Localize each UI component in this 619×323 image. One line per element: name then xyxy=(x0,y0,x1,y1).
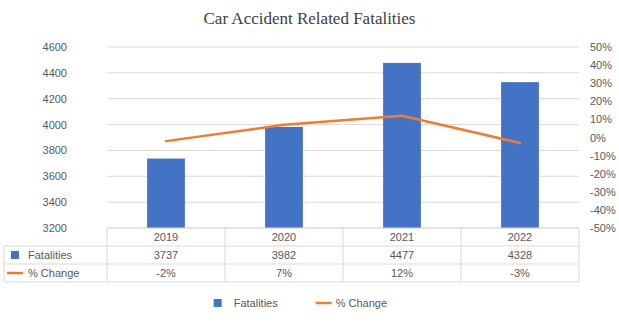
marks xyxy=(147,63,539,228)
y-tick-label: 3800 xyxy=(43,144,67,156)
y2-tick-label: 50% xyxy=(590,41,612,53)
legend-label: Fatalities xyxy=(234,297,279,309)
legend-label: % Change xyxy=(336,297,387,309)
y2-tick-label: 0% xyxy=(590,132,606,144)
y2-tick-label: 20% xyxy=(590,95,612,107)
data-label: 3737 xyxy=(154,249,178,261)
line xyxy=(166,116,520,143)
table-line xyxy=(579,228,580,282)
y2-tick-label: -20% xyxy=(590,168,616,180)
category-label: 2020 xyxy=(272,231,296,243)
legend-key xyxy=(316,302,332,305)
bar xyxy=(265,127,303,228)
y2-tick-label: 40% xyxy=(590,59,612,71)
y2-tick-label: -10% xyxy=(590,150,616,162)
data-label: 7% xyxy=(276,267,292,279)
category-label: 2022 xyxy=(508,231,532,243)
data-label: 4477 xyxy=(390,249,414,261)
table-legend-key xyxy=(7,272,23,275)
y-tick-label: 4200 xyxy=(43,93,67,105)
table-line xyxy=(4,264,579,265)
table-line xyxy=(343,228,344,282)
table-line xyxy=(4,246,579,247)
legend: Fatalities % Change xyxy=(214,297,387,309)
y2-tick-label: 30% xyxy=(590,77,612,89)
y-tick-label: 4400 xyxy=(43,67,67,79)
table-line xyxy=(225,228,226,282)
y2-tick-label: -30% xyxy=(590,186,616,198)
data-label: 12% xyxy=(391,267,413,279)
grid-line xyxy=(107,47,579,48)
table-line xyxy=(4,282,579,283)
y2-tick-label: 10% xyxy=(590,113,612,125)
chart: Car Accident Related Fatalities 3200 3400 3… xyxy=(0,0,619,323)
data-label: -3% xyxy=(510,267,530,279)
category-label: 2021 xyxy=(390,231,414,243)
legend-key xyxy=(214,299,222,307)
table-line xyxy=(4,246,5,282)
data-label: 3982 xyxy=(272,249,296,261)
data-label: 4328 xyxy=(508,249,532,261)
table-series-name: Fatalities xyxy=(28,249,73,261)
table-series-name: % Change xyxy=(28,267,79,279)
y-tick-label: 3600 xyxy=(43,170,67,182)
data-label: -2% xyxy=(156,267,176,279)
table-legend-key xyxy=(11,251,19,259)
bar xyxy=(383,63,421,228)
y-tick-label: 4600 xyxy=(43,41,67,53)
grid-line xyxy=(107,72,579,73)
y-tick-label: 3200 xyxy=(43,222,67,234)
bar xyxy=(147,159,185,228)
y-tick-label: 4000 xyxy=(43,119,67,131)
y-tick-label: 3400 xyxy=(43,196,67,208)
bar xyxy=(501,82,539,228)
table-line xyxy=(461,228,462,282)
table-line xyxy=(107,228,108,282)
category-label: 2019 xyxy=(154,231,178,243)
y2-tick-label: -40% xyxy=(590,204,616,216)
y2-tick-label: -50% xyxy=(590,222,616,234)
chart-title: Car Accident Related Fatalities xyxy=(204,9,416,28)
